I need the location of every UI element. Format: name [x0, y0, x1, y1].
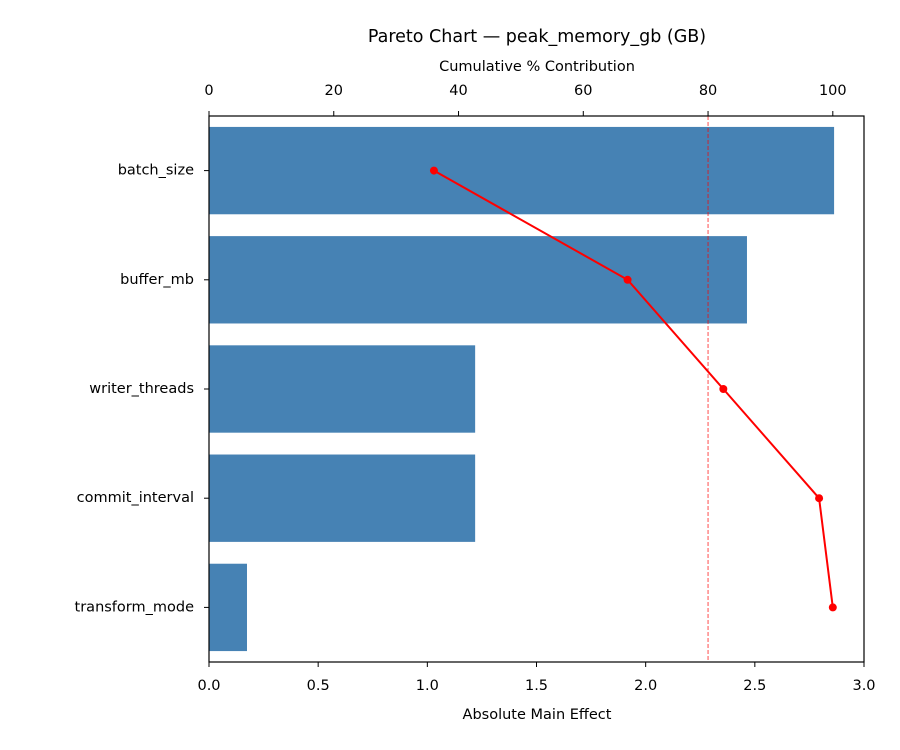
x-tick-label: 2.5: [743, 678, 766, 694]
x-tick-label: 0.0: [197, 678, 220, 694]
bar: [209, 236, 747, 324]
x2-tick-label: 40: [449, 83, 467, 99]
x2-tick-label: 60: [574, 83, 592, 99]
y-tick-label: transform_mode: [75, 599, 195, 615]
x-tick-label: 2.0: [634, 678, 657, 694]
y-tick-label: batch_size: [118, 163, 194, 179]
y-tick-label: buffer_mb: [120, 272, 194, 288]
cumulative-point: [623, 275, 632, 284]
bar: [209, 126, 835, 215]
y-tick-label: commit_interval: [77, 490, 194, 506]
y-tick-label: writer_threads: [89, 381, 194, 397]
cumulative-point: [828, 603, 837, 612]
x2-tick-label: 20: [325, 83, 343, 99]
x2-tick-label: 0: [204, 83, 213, 99]
cumulative-point: [429, 166, 438, 175]
x2-axis-label: Cumulative % Contribution: [439, 59, 635, 75]
bar: [209, 345, 476, 433]
x-axis-label: Absolute Main Effect: [463, 707, 612, 723]
x2-tick-label: 100: [819, 83, 847, 99]
chart-title: Pareto Chart — peak_memory_gb (GB): [368, 27, 706, 47]
x-tick-label: 1.0: [416, 678, 439, 694]
x-tick-label: 0.5: [307, 678, 330, 694]
x-tick-label: 3.0: [852, 678, 875, 694]
cumulative-point: [815, 494, 824, 503]
x-tick-label: 1.5: [525, 678, 548, 694]
cumulative-point: [719, 385, 728, 393]
x2-tick-label: 80: [699, 83, 717, 99]
bar: [209, 454, 476, 542]
bar: [209, 563, 247, 652]
